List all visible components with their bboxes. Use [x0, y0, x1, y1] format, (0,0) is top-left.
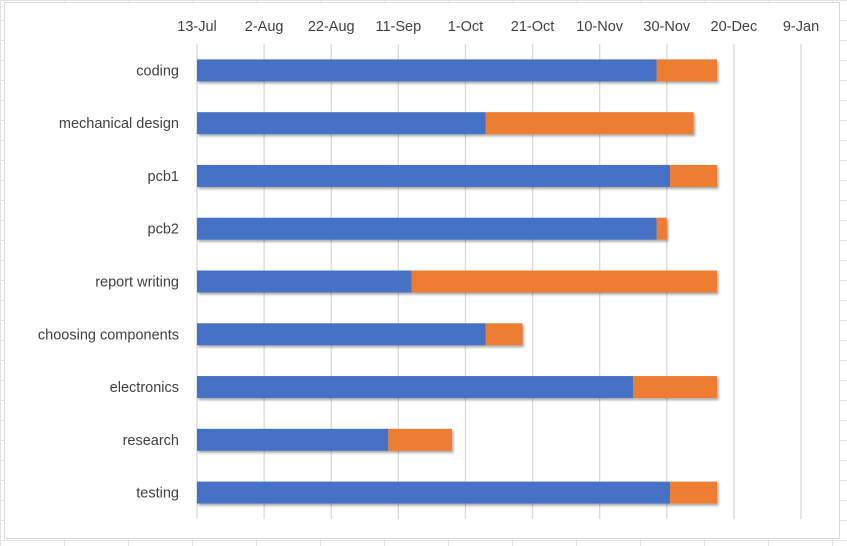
bar-row	[197, 164, 718, 187]
bar-segment-1[interactable]	[197, 376, 634, 399]
bar-segment-1[interactable]	[197, 217, 657, 240]
x-tick-label: 20-Dec	[711, 19, 758, 35]
bar-row	[197, 481, 718, 504]
category-label: electronics	[110, 380, 179, 396]
bar-row	[197, 270, 718, 293]
x-tick-label: 2-Aug	[245, 19, 284, 35]
bar-segment-2[interactable]	[656, 59, 718, 82]
category-label: pcb1	[148, 169, 179, 185]
category-label: mechanical design	[59, 116, 179, 132]
category-label: choosing components	[38, 327, 179, 343]
bar-segment-2[interactable]	[485, 323, 523, 346]
x-tick-label: 10-Nov	[576, 19, 623, 35]
bar-row	[197, 59, 718, 82]
x-axis-tick-labels: 13-Jul 2-Aug 22-Aug 11-Sep 1-Oct 21-Oct 10-Nov…	[177, 19, 819, 35]
x-tick-label: 22-Aug	[308, 19, 355, 35]
bars	[197, 59, 718, 504]
bar-segment-1[interactable]	[197, 164, 671, 187]
bar-segment-1[interactable]	[197, 270, 412, 293]
bar-row	[197, 323, 523, 346]
bar-segment-1[interactable]	[197, 112, 486, 135]
bar-segment-2[interactable]	[656, 217, 667, 240]
category-labels: coding mechanical design pcb1 pcb2 report wr…	[38, 63, 179, 501]
bar-row	[197, 428, 453, 451]
category-label: research	[123, 433, 179, 449]
x-tick-label: 9-Jan	[783, 19, 819, 35]
bar-segment-1[interactable]	[197, 428, 389, 451]
bar-segment-2[interactable]	[670, 164, 718, 187]
category-label: testing	[136, 486, 179, 502]
x-tick-label: 30-Nov	[643, 19, 690, 35]
category-label: pcb2	[148, 222, 179, 238]
x-tick-label: 1-Oct	[448, 19, 483, 35]
bar-row	[197, 217, 667, 240]
bar-segment-2[interactable]	[388, 428, 453, 451]
category-label: coding	[136, 63, 179, 79]
bar-segment-2[interactable]	[670, 481, 718, 504]
category-label: report writing	[95, 275, 179, 291]
bar-row	[197, 112, 694, 135]
bar-segment-1[interactable]	[197, 323, 486, 346]
x-tick-label: 21-Oct	[511, 19, 555, 35]
bar-segment-1[interactable]	[197, 481, 671, 504]
x-tick-label: 13-Jul	[177, 19, 217, 35]
bar-segment-2[interactable]	[411, 270, 718, 293]
bar-segment-1[interactable]	[197, 59, 657, 82]
bar-row	[197, 376, 718, 399]
bar-segment-2[interactable]	[485, 112, 694, 135]
bar-segment-2[interactable]	[633, 376, 718, 399]
x-tick-label: 11-Sep	[375, 19, 421, 35]
